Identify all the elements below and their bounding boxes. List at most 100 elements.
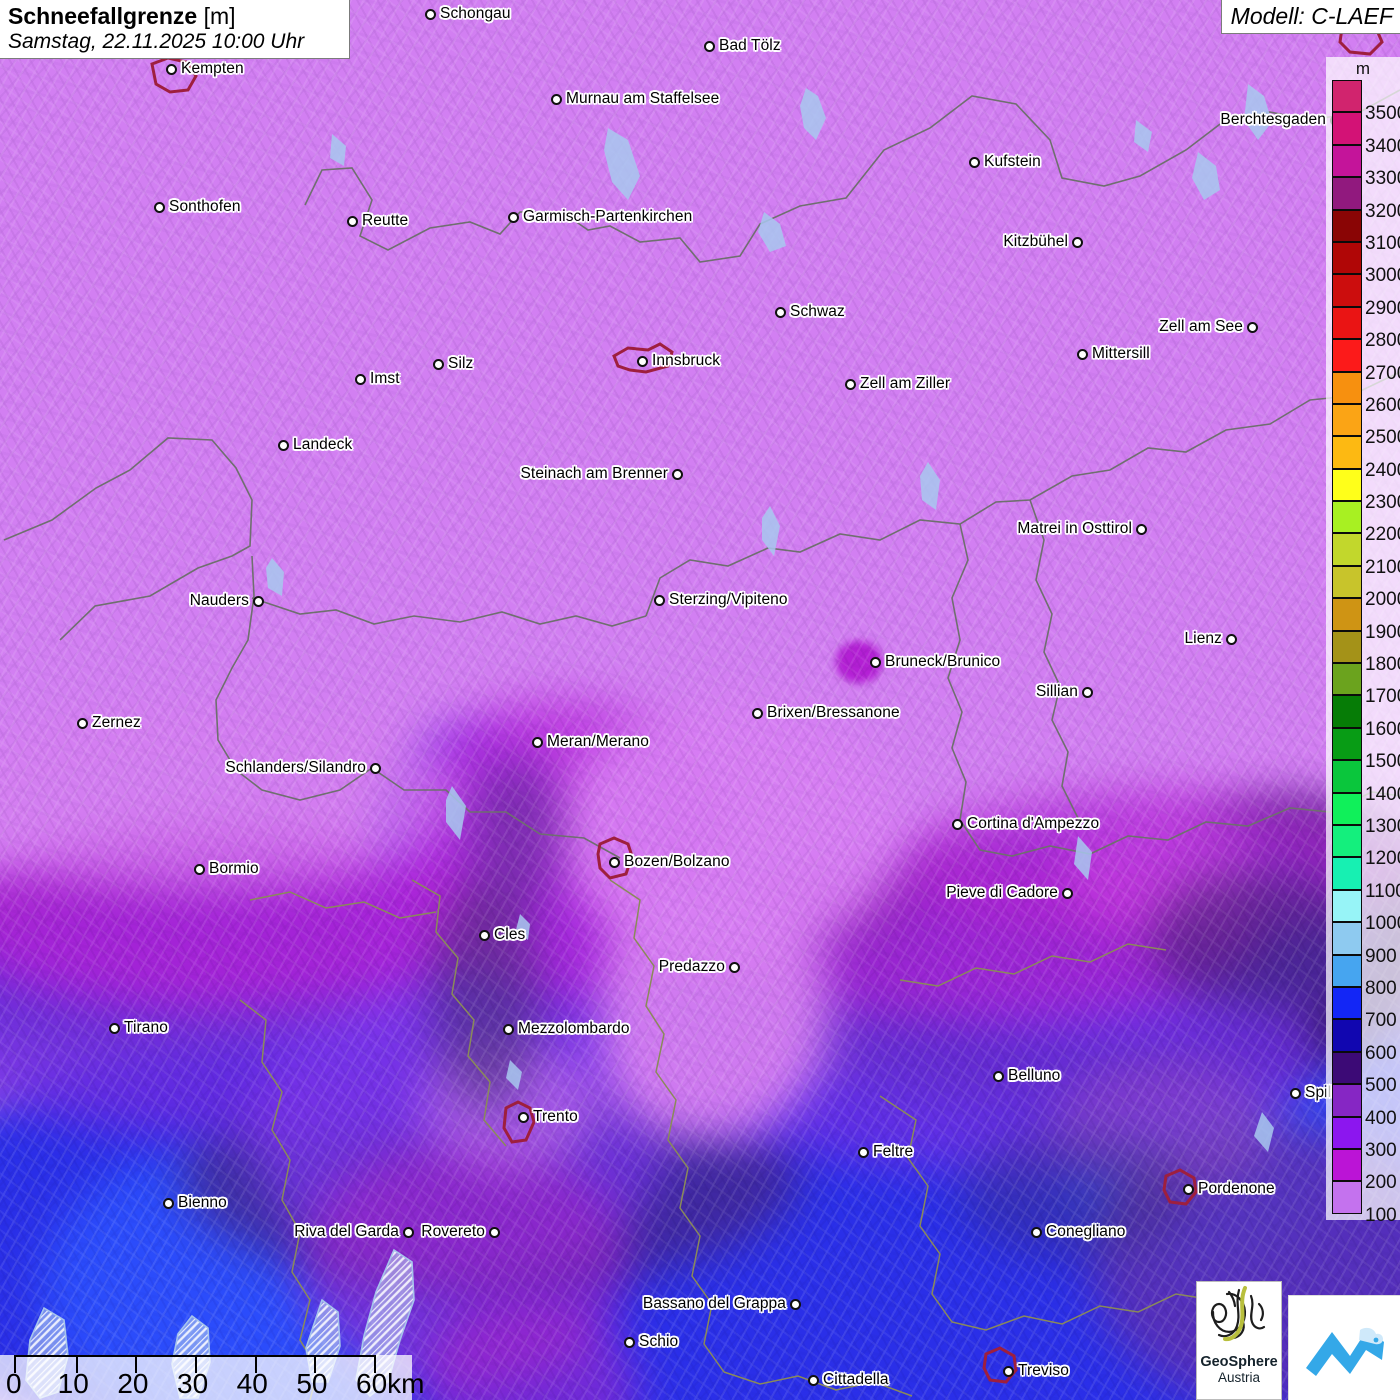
city-marker[interactable]: Garmisch-Partenkirchen <box>508 208 692 226</box>
city-marker[interactable]: Silz <box>433 355 473 373</box>
city-marker[interactable]: Zell am See <box>1159 318 1258 336</box>
legend-entry[interactable]: 200 <box>1332 1148 1400 1192</box>
city-marker[interactable]: Belluno <box>993 1067 1060 1085</box>
legend-entry[interactable]: 2600 <box>1332 371 1400 415</box>
legend-entry[interactable]: 600 <box>1332 1019 1400 1063</box>
city-marker[interactable]: Innsbruck <box>637 352 720 370</box>
legend-entry[interactable]: 3200 <box>1332 177 1400 221</box>
city-marker[interactable]: Mittersill <box>1077 345 1150 363</box>
legend-entry[interactable]: 800 <box>1332 954 1400 998</box>
legend-entry[interactable]: 300 <box>1332 1116 1400 1160</box>
city-marker[interactable]: Meran/Merano <box>532 733 649 751</box>
legend-entry[interactable]: 500 <box>1332 1051 1400 1095</box>
city-marker[interactable]: Bozen/Bolzano <box>609 853 730 871</box>
legend-entry[interactable]: 2100 <box>1332 533 1400 577</box>
city-marker[interactable]: Landeck <box>278 436 352 454</box>
city-marker[interactable]: Zernez <box>77 714 141 732</box>
city-marker[interactable]: Sillian <box>1036 683 1093 701</box>
legend-swatch <box>1332 857 1362 890</box>
city-marker[interactable]: Cittadella <box>808 1371 889 1389</box>
legend-entry[interactable]: 900 <box>1332 922 1400 966</box>
city-marker[interactable]: Lienz <box>1184 630 1237 648</box>
city-marker[interactable]: Mezzolombardo <box>503 1020 630 1038</box>
legend-entry[interactable]: 1800 <box>1332 630 1400 674</box>
city-marker[interactable]: Zell am Ziller <box>845 375 950 393</box>
legend-entry[interactable]: 2200 <box>1332 501 1400 544</box>
legend-entry[interactable]: 3000 <box>1332 241 1400 285</box>
chevron-mountain-logo[interactable] <box>1288 1295 1400 1400</box>
city-marker[interactable]: Bormio <box>194 860 259 878</box>
city-marker[interactable]: Nauders <box>190 592 264 610</box>
legend-swatch <box>1332 177 1362 210</box>
city-marker[interactable]: Reutte <box>347 212 408 230</box>
city-marker[interactable]: Sterzing/Vipiteno <box>654 591 788 609</box>
legend-entry[interactable]: 2500 <box>1332 403 1400 447</box>
city-label: Sonthofen <box>169 198 241 215</box>
city-marker[interactable]: Bad Tölz <box>704 37 781 55</box>
legend-entry[interactable]: 3100 <box>1332 209 1400 253</box>
legend-entry[interactable]: 100 <box>1332 1181 1400 1225</box>
city-marker[interactable]: Kempten <box>166 60 244 78</box>
legend-entry[interactable]: 1600 <box>1332 695 1400 739</box>
city-marker[interactable]: Cortina d'Ampezzo <box>952 815 1099 833</box>
city-dot-icon <box>609 856 620 868</box>
city-marker[interactable]: Steinach am Brenner <box>520 465 683 483</box>
city-dot-icon <box>154 201 165 213</box>
city-marker[interactable]: Murnau am Staffelsee <box>551 90 719 108</box>
legend-entry[interactable]: 700 <box>1332 986 1400 1030</box>
city-marker[interactable]: Treviso <box>1003 1362 1069 1380</box>
city-marker[interactable]: Schongau <box>425 5 511 23</box>
legend-entry[interactable]: 2400 <box>1332 436 1400 480</box>
legend-entry[interactable]: 1900 <box>1332 598 1400 642</box>
legend-entry[interactable]: 2000 <box>1332 565 1400 609</box>
city-label: Zell am Ziller <box>860 375 951 392</box>
city-marker[interactable]: Kitzbühel <box>1003 233 1083 251</box>
city-marker[interactable]: Kufstein <box>969 153 1041 171</box>
city-marker[interactable]: Berchtesgaden <box>1220 111 1341 129</box>
city-marker[interactable]: Schwaz <box>775 303 845 321</box>
legend-entry[interactable]: 1300 <box>1332 792 1400 836</box>
logo-text-line1: GeoSphere <box>1200 1354 1278 1370</box>
legend-entry[interactable]: 1200 <box>1332 824 1400 868</box>
city-marker[interactable]: Feltre <box>858 1143 913 1161</box>
legend-entry[interactable]: 3400 <box>1332 112 1400 156</box>
legend-entry[interactable]: 3500 <box>1332 80 1400 123</box>
city-dot-icon <box>1226 633 1237 645</box>
legend-entry[interactable]: 3300 <box>1332 144 1400 188</box>
city-marker[interactable]: Schlanders/Silandro <box>225 759 381 777</box>
legend-value-label: 2100 <box>1365 556 1400 578</box>
legend-value-label: 1800 <box>1365 654 1400 676</box>
legend-entry[interactable]: 2300 <box>1332 468 1400 512</box>
city-marker[interactable]: Imst <box>355 370 400 388</box>
legend-value-label: 1100 <box>1365 880 1400 902</box>
legend-entry[interactable]: 2700 <box>1332 339 1400 383</box>
city-marker[interactable]: Brixen/Bressanone <box>752 704 900 722</box>
legend-entry[interactable]: 1500 <box>1332 727 1400 771</box>
city-marker[interactable]: Bassano del Grappa <box>643 1295 801 1313</box>
city-marker[interactable]: Pieve di Cadore <box>946 884 1073 902</box>
city-marker[interactable]: Trento <box>518 1108 578 1126</box>
city-marker[interactable]: Matrei in Osttirol <box>1017 520 1147 538</box>
city-marker[interactable]: Rovereto <box>421 1223 500 1241</box>
city-marker[interactable]: Predazzo <box>659 958 740 976</box>
legend-colorbar[interactable]: m 3500 3400 3300 3200 3100 3000 2900 2800 2700 26… <box>1326 57 1400 1225</box>
legend-entry[interactable]: 2800 <box>1332 306 1400 350</box>
legend-entry[interactable]: 1100 <box>1332 857 1400 901</box>
city-marker[interactable]: Riva del Garda <box>294 1223 414 1241</box>
city-marker[interactable]: Tirano <box>109 1019 168 1037</box>
geosphere-austria-logo[interactable]: GeoSphere Austria <box>1196 1281 1282 1400</box>
city-marker[interactable]: Schio <box>624 1333 678 1351</box>
city-marker[interactable]: Pordenone <box>1183 1180 1275 1198</box>
city-marker[interactable]: Bruneck/Brunico <box>870 653 1000 671</box>
legend-entry[interactable]: 2900 <box>1332 274 1400 318</box>
legend-entry[interactable]: 1700 <box>1332 663 1400 706</box>
city-marker[interactable]: Cles <box>479 926 525 944</box>
legend-entry[interactable]: 400 <box>1332 1084 1400 1128</box>
legend-swatch <box>1332 274 1362 307</box>
legend-entry[interactable]: 1400 <box>1332 760 1400 804</box>
city-marker[interactable]: Bienno <box>163 1194 227 1212</box>
city-marker[interactable]: Sonthofen <box>154 198 241 216</box>
city-marker[interactable]: Conegliano <box>1031 1223 1125 1241</box>
